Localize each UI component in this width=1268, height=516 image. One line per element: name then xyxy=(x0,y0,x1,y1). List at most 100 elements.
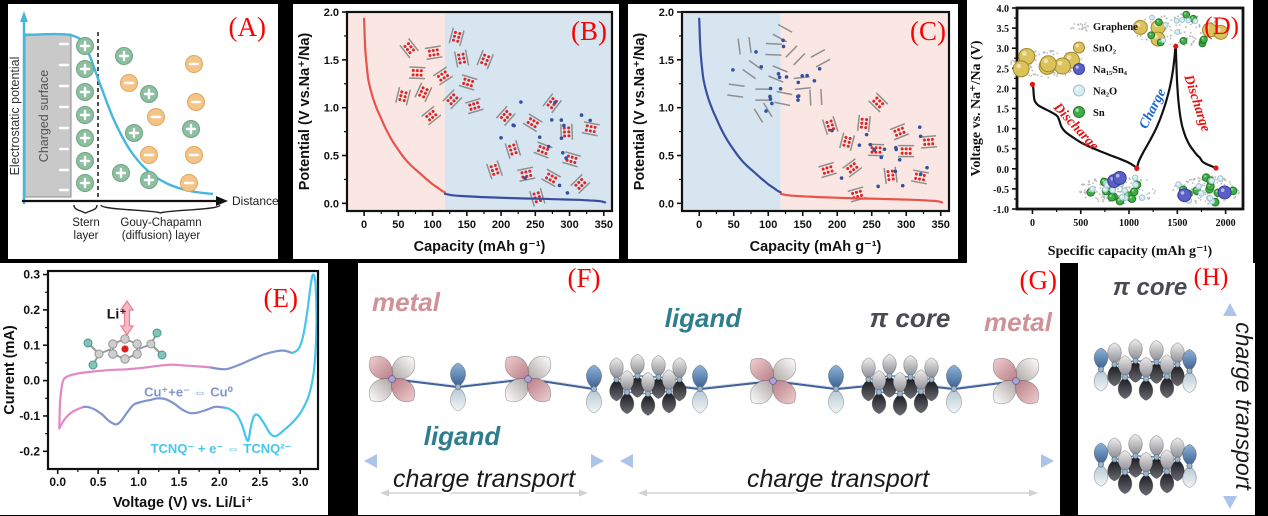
na-ion-dot xyxy=(754,50,758,54)
y-tick-label: -1.0 xyxy=(993,205,1009,216)
x-tick-label: 2.5 xyxy=(251,475,268,489)
particle-sphere xyxy=(1217,176,1223,182)
pi-core-label-h: π core xyxy=(1113,274,1187,301)
na-ion-dot xyxy=(553,101,557,105)
na-ion-dot xyxy=(580,113,584,117)
x-tick-label: 50 xyxy=(392,219,404,231)
legend-swatch-graphene xyxy=(1082,25,1084,27)
x-tick-label: 350 xyxy=(932,219,950,231)
legend-swatch-graphene xyxy=(1085,22,1087,24)
y-tick-label: 0.3 xyxy=(23,268,40,282)
particle-sphere xyxy=(1207,195,1213,201)
x-tick-label: 350 xyxy=(595,219,613,231)
ligand-label-f: ligand xyxy=(424,421,502,451)
na-ion-dot xyxy=(865,133,869,137)
na-ion-dot xyxy=(499,136,503,140)
na-ion-dot xyxy=(919,172,923,176)
particle-sphere xyxy=(1176,182,1182,188)
na-ion-dot xyxy=(782,45,786,49)
na-ion-dot xyxy=(898,158,902,162)
lithium-ion-dot xyxy=(121,345,128,352)
legend-swatch-graphene xyxy=(1081,24,1083,26)
pi-core-orbital-cluster xyxy=(1094,434,1196,495)
x-tick-label: 0.5 xyxy=(90,475,107,489)
na-ion-dot xyxy=(538,135,542,139)
legend-item-label: Sn xyxy=(1093,108,1105,119)
y-tick-label: 3.5 xyxy=(997,24,1010,35)
particle-sphere xyxy=(1110,187,1116,193)
metal-d-orbital xyxy=(364,351,421,408)
x-axis-label: Specific capacity (mAh g⁻¹) xyxy=(1048,244,1213,259)
na-ion-dot xyxy=(566,191,570,195)
y-axis-label: Potential (V vs.Na⁺/Na) xyxy=(632,33,648,191)
na-ion-dot xyxy=(770,102,774,106)
na-ion-dot xyxy=(883,148,887,152)
particle-sphere xyxy=(1193,19,1198,24)
x-tick-label: 100 xyxy=(423,219,441,231)
y-tick-label: 2.0 xyxy=(324,7,339,19)
na-ion-dot xyxy=(830,129,834,133)
particle-sphere xyxy=(1183,11,1190,18)
panel-letter-b: (B) xyxy=(571,16,607,46)
panel-letter-h: (H) xyxy=(1194,264,1229,291)
annotation: TCNQ⁻ + e⁻ ⇔ TCNQ²⁻ xyxy=(151,441,292,456)
particle-sphere xyxy=(1054,58,1070,74)
na-ion-dot xyxy=(561,151,565,155)
x-tick-label: 0.0 xyxy=(49,475,66,489)
panel-letter-c: (C) xyxy=(910,16,946,46)
y-tick-label: 3.0 xyxy=(997,44,1010,55)
nitrogen-atom xyxy=(84,339,92,347)
legend-swatch-sphere xyxy=(1074,64,1085,75)
na-ion-dot xyxy=(550,118,554,122)
na-ion-dot xyxy=(876,185,880,189)
na-ion-dot xyxy=(785,75,789,79)
na-ion-dot xyxy=(769,87,773,91)
y-tick-label: 0.2 xyxy=(23,303,40,317)
particle-sphere xyxy=(1161,38,1166,43)
na-ion-dot xyxy=(731,68,735,72)
x-axis-label: Capacity (mAh g⁻¹) xyxy=(414,239,546,255)
nitrogen-atom xyxy=(158,351,166,359)
y-tick-label: 0.0 xyxy=(23,374,40,388)
data-marker xyxy=(1030,82,1035,87)
edge-blue-orbital xyxy=(1183,349,1197,392)
particle-sphere xyxy=(1218,186,1231,199)
y-tick-label: 0.0 xyxy=(997,165,1010,176)
particle-sphere xyxy=(1150,15,1155,20)
charge-transport-label-f: charge transport xyxy=(393,465,576,493)
y-tick-label: 2.0 xyxy=(659,7,674,19)
y-tick-label: -0.1 xyxy=(19,409,40,423)
stern-layer-label: Stern xyxy=(72,217,100,229)
particle-sphere xyxy=(1163,23,1168,28)
na-ion-dot xyxy=(777,72,781,76)
metal-d-orbital xyxy=(745,353,802,410)
x-tick-label: 50 xyxy=(728,219,740,231)
x-tick-label: 500 xyxy=(1073,218,1088,229)
carbon-atom xyxy=(109,340,117,348)
na-ion-dot xyxy=(879,156,883,160)
y-tick-label: 0.5 xyxy=(997,145,1010,156)
annotation: Discharge xyxy=(1180,72,1213,134)
panel-letter-a: (A) xyxy=(229,12,266,42)
na-ion-dot xyxy=(781,39,785,43)
y-axis-label: Potential (V vs.Na⁺/Na) xyxy=(297,33,313,191)
na-ion-dot xyxy=(919,135,923,139)
legend-swatch-graphene xyxy=(1074,23,1076,25)
na-ion-dot xyxy=(560,118,564,122)
x-tick-label: 250 xyxy=(863,219,881,231)
particle-sphere xyxy=(1180,38,1187,45)
particle-sphere xyxy=(1186,18,1191,23)
pi-core-label-g: π core xyxy=(870,303,951,333)
legend-item-label: Na₁₅Sn₄ xyxy=(1093,65,1128,76)
na-ion-dot xyxy=(918,125,922,129)
nanocomposite-illustration xyxy=(1010,48,1084,78)
na-ion-dot xyxy=(813,79,817,83)
legend-item-label: SnO₂ xyxy=(1093,44,1116,55)
particle-sphere xyxy=(1128,195,1136,203)
x-tick-label: 3.0 xyxy=(292,475,309,489)
